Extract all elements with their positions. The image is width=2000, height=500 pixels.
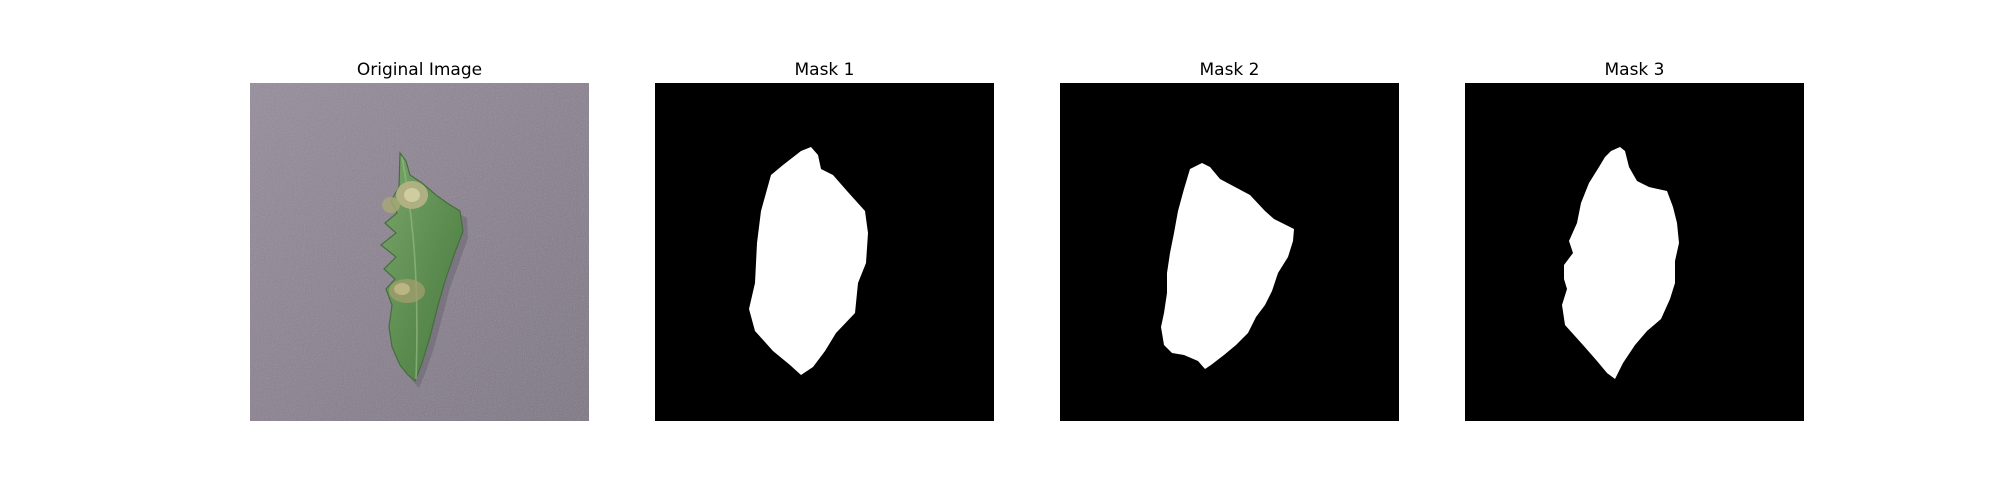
mask-1-image bbox=[655, 83, 994, 421]
mask-2-region bbox=[1161, 163, 1294, 369]
mask-1-region bbox=[749, 147, 868, 375]
mask-3-region bbox=[1562, 147, 1679, 379]
panel-mask-3: Mask 3 bbox=[1465, 57, 1804, 421]
panel-mask-1: Mask 1 bbox=[655, 57, 994, 421]
original-leaf-photo bbox=[250, 83, 589, 421]
leaf-shape bbox=[380, 151, 464, 383]
panel-title: Mask 3 bbox=[1604, 60, 1665, 80]
panel-title: Mask 2 bbox=[1199, 60, 1260, 80]
panel-title: Mask 1 bbox=[794, 60, 855, 80]
mask-2-image bbox=[1060, 83, 1399, 421]
panel-original-image: Original Image bbox=[250, 57, 589, 421]
panel-title: Original Image bbox=[356, 60, 483, 80]
panel-mask-2: Mask 2 bbox=[1060, 57, 1399, 421]
mask-3-image bbox=[1465, 83, 1804, 421]
